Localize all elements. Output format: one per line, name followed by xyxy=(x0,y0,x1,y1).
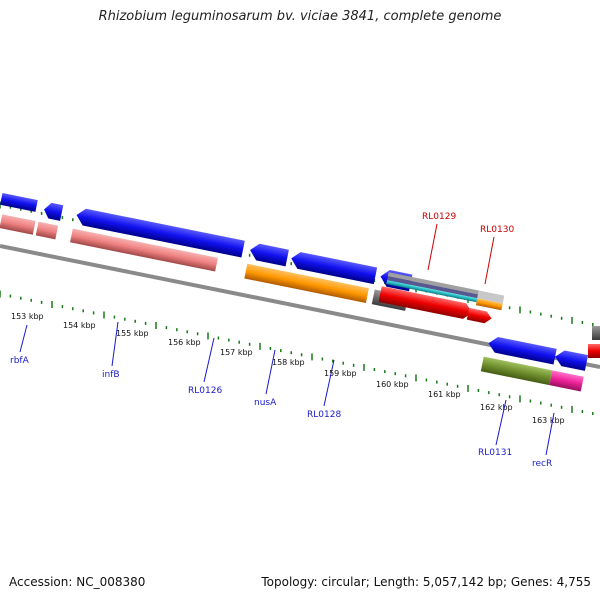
accession-text: Accession: NC_008380 xyxy=(9,575,146,589)
tick-label: 158 kbp xyxy=(272,358,305,367)
callout-RL0129 xyxy=(427,223,438,271)
gene-block-RL0129-cyan[interactable] xyxy=(386,280,478,303)
feature-cluster-bottom-right xyxy=(480,335,589,392)
gene-block-RL0129[interactable] xyxy=(378,286,474,320)
gene-block-recR[interactable] xyxy=(549,370,584,392)
scale-tick-labels: 153 kbp 154 kbp 155 kbp 156 kbp 157 kbp … xyxy=(11,312,565,425)
gene-label-RL0131[interactable]: RL0131 xyxy=(478,448,512,458)
gene-block-pink-1[interactable] xyxy=(0,214,36,235)
tick-label: 159 kbp xyxy=(324,369,357,378)
tick-label: 156 kbp xyxy=(168,338,201,347)
gene-block-rbfA-rev-1[interactable] xyxy=(0,192,38,212)
tick-label: 163 kbp xyxy=(532,416,565,425)
gene-block-RL0130-orange[interactable] xyxy=(475,298,503,311)
tick-label: 155 kbp xyxy=(116,329,149,338)
gene-block-rbfA-rev-2[interactable] xyxy=(42,202,64,221)
callout-rbfA xyxy=(19,324,28,353)
gene-block-RL0129-purple[interactable] xyxy=(387,276,479,299)
gene-label-nusA[interactable]: nusA xyxy=(254,398,277,408)
callout-RL0126 xyxy=(203,337,215,383)
gene-label-RL0130[interactable]: RL0130 xyxy=(480,225,514,235)
gene-block-pink-2[interactable] xyxy=(35,221,59,240)
tick-label: 154 kbp xyxy=(63,321,96,330)
gene-labels: rbfA infB RL0126 nusA RL0128 RL0129 RL01… xyxy=(10,212,552,469)
inner-ruler xyxy=(0,290,594,415)
gene-label-RL0126[interactable]: RL0126 xyxy=(188,386,222,396)
label-callouts xyxy=(19,223,555,456)
gene-block-RL0131[interactable] xyxy=(480,356,553,386)
gene-block-RL0130[interactable] xyxy=(466,307,493,325)
feature-tracks xyxy=(0,192,413,311)
tick-label: 157 kbp xyxy=(220,348,253,357)
callout-infB xyxy=(111,321,119,367)
gene-label-recR[interactable]: recR xyxy=(532,459,552,469)
gene-block-RL0129-gray[interactable] xyxy=(387,272,479,295)
gene-label-infB[interactable]: infB xyxy=(102,370,120,380)
genome-summary-text: Topology: circular; Length: 5,057,142 bp… xyxy=(261,575,591,589)
gene-block-infB[interactable] xyxy=(75,207,245,258)
gene-label-RL0129[interactable]: RL0129 xyxy=(422,212,456,222)
callout-RL0128 xyxy=(323,359,335,407)
gene-block-nusA-left[interactable] xyxy=(248,242,289,267)
gene-block-nusA[interactable] xyxy=(289,250,378,285)
tick-label: 160 kbp xyxy=(376,380,409,389)
gene-block-edge-gray[interactable] xyxy=(592,326,600,340)
gene-label-rbfA[interactable]: rbfA xyxy=(10,356,30,366)
tick-label: 162 kbp xyxy=(480,403,513,412)
gene-block-RL0131-up[interactable] xyxy=(487,335,557,365)
gene-block-infB-pink[interactable] xyxy=(70,228,218,272)
gene-block-RL0130-silver[interactable] xyxy=(477,290,505,304)
callout-nusA xyxy=(265,349,276,395)
tick-label: 161 kbp xyxy=(428,390,461,399)
gene-block-recR-up[interactable] xyxy=(554,349,589,371)
gene-label-RL0128[interactable]: RL0128 xyxy=(307,410,341,420)
gene-block-edge-red[interactable] xyxy=(588,344,600,358)
callout-RL0131 xyxy=(495,399,507,446)
gene-block-RL0126[interactable] xyxy=(244,263,369,303)
map-title: Rhizobium leguminosarum bv. viciae 3841,… xyxy=(98,9,502,24)
feature-cluster-right xyxy=(378,272,505,325)
callout-recR xyxy=(545,412,555,456)
callout-RL0130 xyxy=(484,236,495,285)
tick-label: 153 kbp xyxy=(11,312,44,321)
